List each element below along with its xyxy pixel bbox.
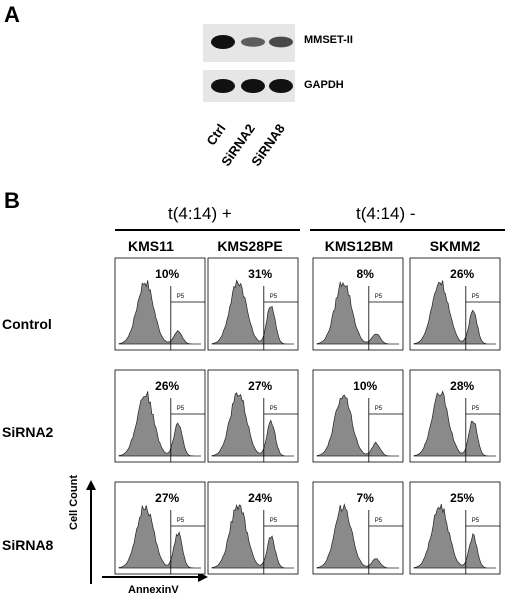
row-label-sirna2: SiRNA2 — [2, 424, 54, 440]
gate-label: P5 — [472, 406, 480, 412]
group-bracket-positive — [115, 229, 300, 231]
cell-line-skmm2: SKMM2 — [429, 238, 481, 254]
gapdh-bands — [211, 79, 293, 93]
histogram-curve — [413, 390, 496, 457]
cell-count-arrow — [86, 480, 96, 584]
gate-label: P5 — [270, 518, 278, 524]
cell-line-kms12bm: KMS12BM — [324, 238, 394, 254]
histogram-curve — [118, 391, 201, 457]
blot-band — [241, 79, 265, 93]
gate-label: P5 — [177, 294, 185, 300]
gate-label: P5 — [270, 294, 278, 300]
percent-label: 26% — [155, 379, 179, 393]
percent-label: 27% — [248, 379, 272, 393]
histogram-curve — [211, 392, 294, 457]
blot-band — [211, 35, 235, 49]
cell-line-kms28pe: KMS28PE — [217, 238, 283, 254]
panel-a-letter: A — [4, 2, 20, 27]
histogram-curve — [118, 504, 201, 569]
histogram-curve — [118, 280, 201, 345]
gate-label: P5 — [472, 518, 480, 524]
percent-label: 27% — [155, 491, 179, 505]
cell-line-kms11: KMS11 — [128, 238, 174, 254]
gate-label: P5 — [270, 406, 278, 412]
western-blot — [203, 24, 295, 102]
percent-label: 10% — [155, 267, 179, 281]
gate-label: P5 — [375, 406, 383, 412]
percent-label: 28% — [450, 379, 474, 393]
gate-label: P5 — [375, 294, 383, 300]
row-label-control: Control — [2, 316, 52, 332]
mmset-bands — [211, 35, 293, 49]
percent-label: 31% — [248, 267, 272, 281]
annexinv-arrow — [102, 572, 208, 582]
histogram-curve — [316, 394, 399, 457]
blot-label-mmset: MMSET-II — [304, 34, 353, 46]
gate-label: P5 — [177, 518, 185, 524]
histogram-curve — [211, 279, 294, 345]
percent-label: 24% — [248, 491, 272, 505]
histogram-curve — [413, 504, 496, 569]
histogram-curve — [316, 503, 399, 569]
blot-band — [211, 79, 235, 93]
percent-label: 26% — [450, 267, 474, 281]
gate-label: P5 — [375, 518, 383, 524]
percent-label: 8% — [357, 267, 375, 281]
gate-label: P5 — [472, 294, 480, 300]
gate-label: P5 — [177, 406, 185, 412]
group-label-positive: t(4:14) + — [168, 204, 232, 223]
blot-band — [241, 37, 265, 47]
row-label-sirna8: SiRNA8 — [2, 537, 54, 553]
percent-label: 7% — [357, 491, 375, 505]
group-bracket-negative — [310, 229, 505, 231]
blot-band — [269, 36, 293, 48]
panel-b-letter: B — [4, 188, 20, 213]
blot-band — [269, 79, 293, 93]
histogram-curve — [211, 503, 294, 569]
blot-label-gapdh: GAPDH — [304, 79, 344, 91]
percent-label: 10% — [353, 379, 377, 393]
x-axis-label: AnnexinV — [128, 584, 179, 596]
histogram-curve — [316, 280, 399, 345]
histogram-curve — [413, 280, 496, 345]
group-label-negative: t(4:14) - — [356, 204, 416, 223]
percent-label: 25% — [450, 491, 474, 505]
